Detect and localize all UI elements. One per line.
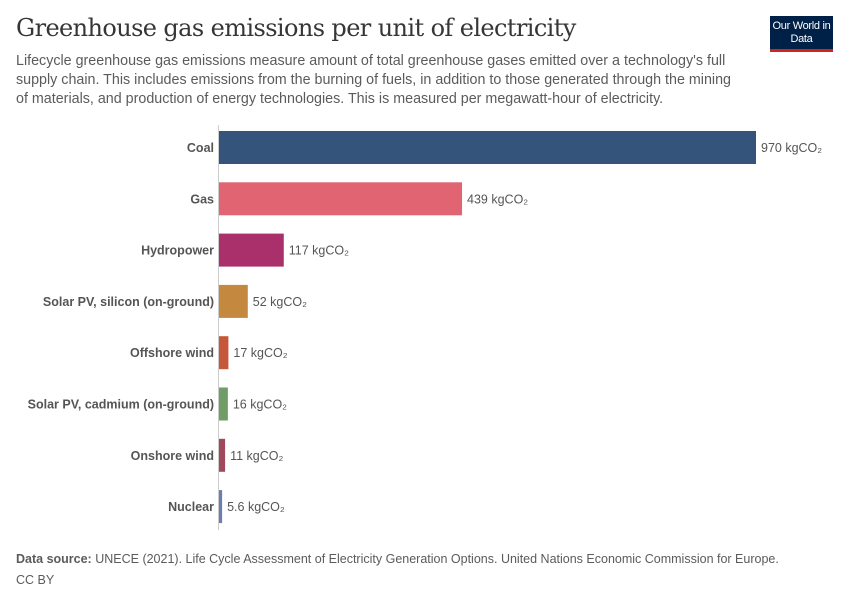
bar[interactable] [219,233,284,267]
value-label: 16 kgCO₂ [233,398,287,412]
category-label: Offshore wind [130,346,214,360]
value-label: 52 kgCO₂ [253,295,307,309]
license-link[interactable]: CC BY [16,573,55,587]
bar[interactable] [219,387,228,421]
category-label: Hydropower [141,244,214,258]
chart-title: Greenhouse gas emissions per unit of ele… [16,14,576,42]
value-label: 11 kgCO₂ [230,449,283,463]
value-label: 17 kgCO₂ [233,346,287,360]
owid-logo[interactable]: Our World in Data [770,16,833,52]
source-text: UNECE (2021). Life Cycle Assessment of E… [95,552,779,566]
bar[interactable] [219,438,226,472]
value-label: 5.6 kgCO₂ [227,500,285,514]
category-label: Solar PV, silicon (on-ground) [43,295,214,309]
value-label: 970 kgCO₂ [761,141,822,155]
bar[interactable] [219,284,248,318]
value-label: 439 kgCO₂ [467,192,528,206]
category-label: Solar PV, cadmium (on-ground) [28,398,214,412]
category-label: Coal [187,141,214,155]
bar[interactable] [219,490,223,524]
bar[interactable] [219,131,756,164]
value-label: 117 kgCO₂ [289,244,349,258]
bar[interactable] [219,182,463,216]
category-label: Gas [190,192,214,206]
source-label: Data source: [16,552,92,566]
bar[interactable] [219,336,229,370]
category-label: Nuclear [168,500,214,514]
category-label: Onshore wind [131,449,214,463]
chart-subtitle: Lifecycle greenhouse gas emissions measu… [16,53,732,107]
source-note: Data source: UNECE (2021). Life Cycle As… [16,549,779,591]
